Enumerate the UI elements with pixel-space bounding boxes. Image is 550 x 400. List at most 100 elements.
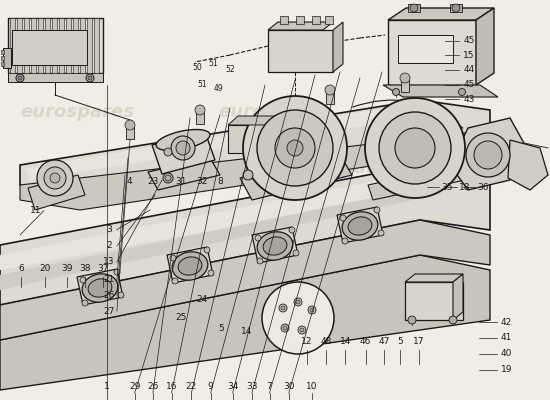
Circle shape [466,133,510,177]
Text: 25: 25 [176,314,187,322]
Bar [17,18,22,73]
Polygon shape [270,116,280,162]
Text: 50: 50 [192,63,202,72]
Bar [268,30,333,72]
Circle shape [86,74,94,82]
Circle shape [164,148,172,156]
Polygon shape [167,247,213,283]
Text: 38: 38 [80,264,91,273]
Text: 16: 16 [166,382,177,391]
Polygon shape [383,85,498,97]
Text: 26: 26 [147,382,158,391]
Bar [280,16,288,24]
Ellipse shape [156,130,210,150]
Text: 14: 14 [340,338,351,346]
Bar [398,35,453,63]
Text: 36: 36 [477,183,488,192]
Text: eurospares: eurospares [218,103,332,121]
Bar [12,30,87,65]
Text: eurospares: eurospares [284,159,398,177]
Circle shape [379,112,451,184]
Text: eurospares: eurospares [20,103,134,121]
Polygon shape [0,188,445,290]
Polygon shape [28,175,85,210]
Text: 47: 47 [378,338,389,346]
Text: 34: 34 [227,382,238,391]
Circle shape [474,141,502,169]
Circle shape [408,316,416,324]
Ellipse shape [172,252,208,280]
Circle shape [393,88,399,96]
Circle shape [176,141,190,155]
Bar [31,18,36,73]
Polygon shape [25,103,440,180]
Bar [45,18,50,73]
Text: 18: 18 [459,183,470,192]
Ellipse shape [342,212,378,240]
Ellipse shape [263,237,287,255]
Text: 17: 17 [414,338,425,346]
Circle shape [16,74,24,82]
Polygon shape [148,158,220,190]
Bar [326,92,334,104]
Circle shape [365,98,465,198]
Polygon shape [368,165,465,200]
Polygon shape [240,155,352,200]
Circle shape [287,140,303,156]
Ellipse shape [88,279,112,297]
Circle shape [262,282,334,354]
Text: 31: 31 [176,178,187,186]
Text: 9: 9 [208,382,213,391]
Bar [388,20,476,85]
Polygon shape [0,165,490,305]
Polygon shape [453,274,463,320]
Text: 26: 26 [103,292,114,300]
Bar [38,18,43,73]
Text: 27: 27 [103,307,114,316]
Text: 45: 45 [463,80,475,89]
Text: 40: 40 [500,350,512,358]
Circle shape [279,304,287,312]
Circle shape [452,4,460,12]
Bar [94,18,99,73]
Text: 21: 21 [103,276,114,284]
Bar [405,282,463,320]
Polygon shape [388,8,494,20]
Text: 42: 42 [500,318,512,327]
Bar [10,18,15,73]
Text: 6: 6 [18,264,24,273]
Text: eurospares: eurospares [42,183,156,201]
Text: 24: 24 [197,295,208,304]
Circle shape [37,160,73,196]
Polygon shape [20,130,490,210]
Circle shape [44,167,66,189]
Text: 13: 13 [103,258,114,266]
Circle shape [165,175,171,181]
Polygon shape [268,22,333,30]
Circle shape [255,235,261,241]
Circle shape [243,170,253,180]
Circle shape [289,227,295,233]
Circle shape [88,76,92,80]
Bar [87,18,92,73]
Circle shape [308,306,316,314]
Polygon shape [0,220,490,340]
Bar [228,125,270,153]
Circle shape [18,76,22,80]
Polygon shape [333,22,343,72]
Bar [325,16,333,24]
Bar [1,56,4,60]
Bar [1,62,4,66]
Ellipse shape [82,274,118,302]
Text: 52: 52 [225,66,235,74]
Bar [1,50,4,54]
Ellipse shape [348,217,372,235]
Circle shape [125,120,135,130]
Text: 49: 49 [214,84,224,93]
Circle shape [395,128,435,168]
Circle shape [340,215,346,221]
Text: 33: 33 [246,382,257,391]
Text: 4: 4 [126,178,132,186]
Bar [408,4,420,12]
Circle shape [374,207,380,213]
